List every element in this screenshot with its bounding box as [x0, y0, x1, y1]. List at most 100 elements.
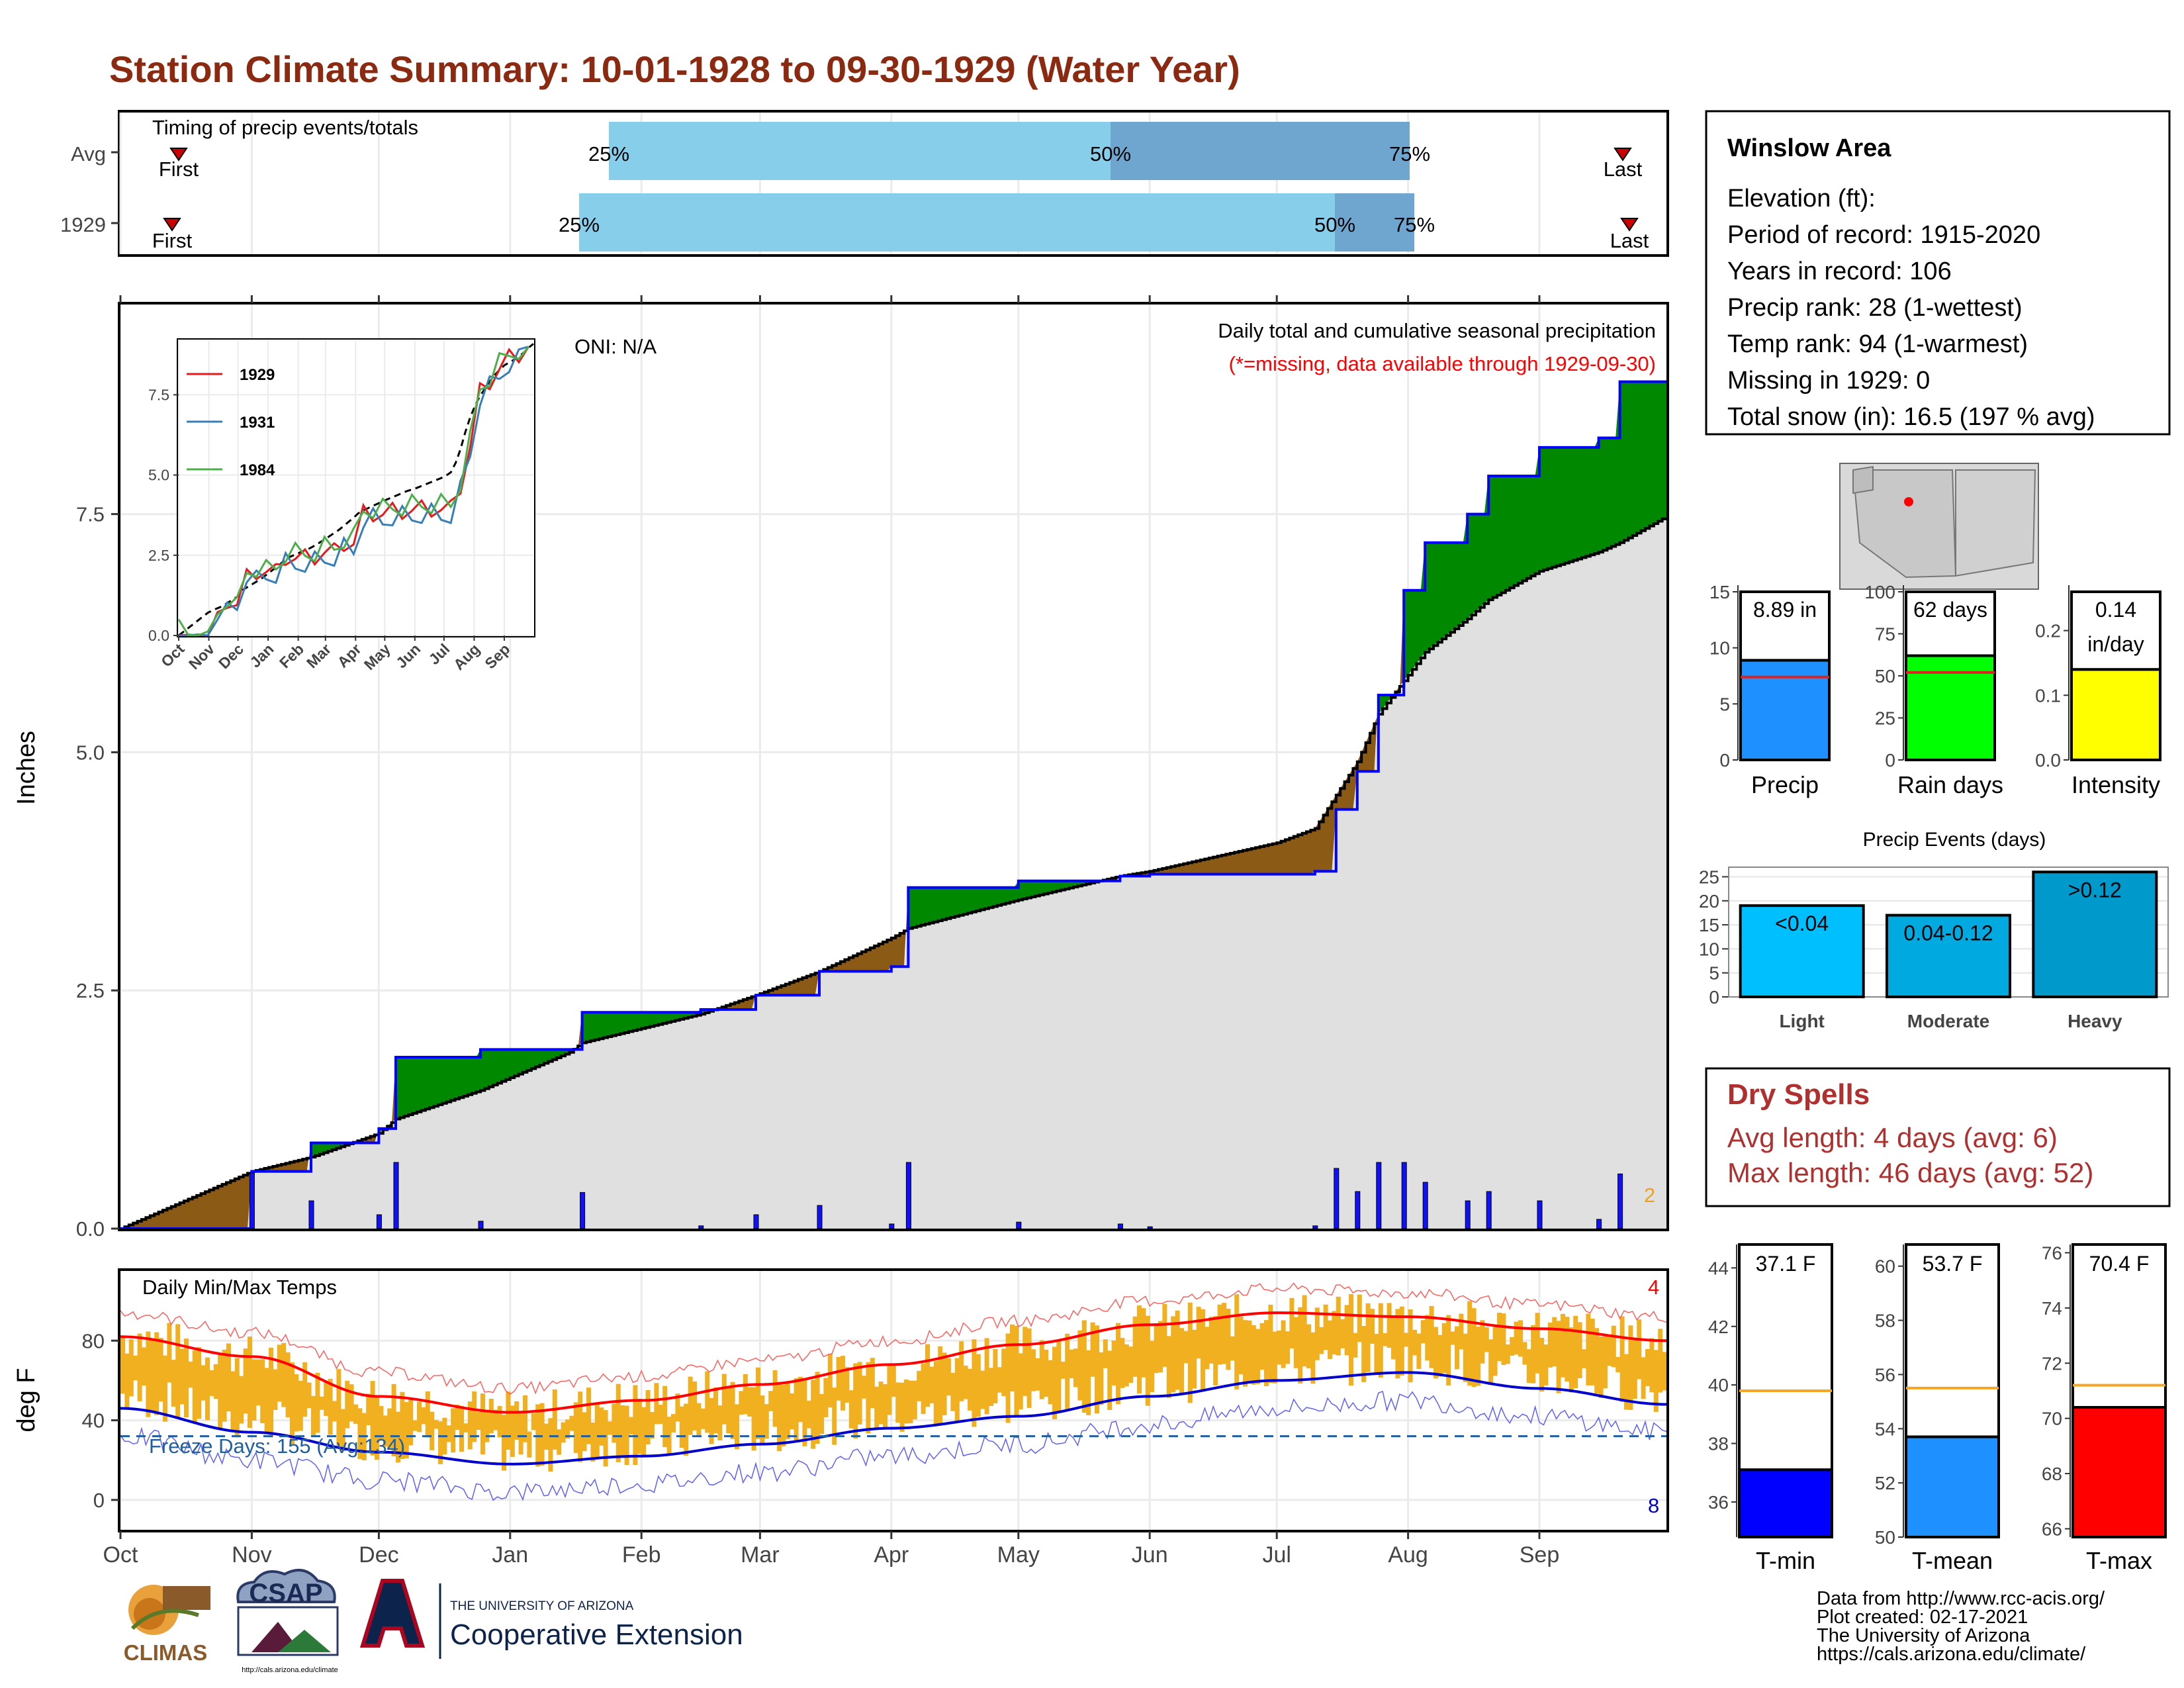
daily-temp-bar [1040, 1340, 1044, 1399]
daily-temp-bar [1437, 1335, 1442, 1377]
daily-precip-bar [1402, 1162, 1406, 1229]
temp-summary-y-tick-label: 54 [1875, 1419, 1895, 1439]
daily-temp-bar [1035, 1358, 1040, 1391]
daily-temp-bar [459, 1406, 464, 1452]
station-temp-rank: Temp rank: 94 (1-warmest) [1727, 330, 2028, 358]
daily-temp-bar [1234, 1294, 1239, 1389]
daily-temp-bar [1209, 1317, 1214, 1364]
inset-y-tick-label: 2.5 [148, 547, 169, 564]
daily-temp-bar [684, 1404, 688, 1456]
daily-temp-bar [489, 1399, 494, 1433]
temp-summary-value-box [1739, 1244, 1832, 1470]
daily-temp-bar [620, 1405, 625, 1457]
daily-temp-bar [142, 1347, 146, 1385]
daily-temp-bar [484, 1411, 489, 1442]
daily-temp-bar [731, 1382, 735, 1439]
daily-temp-bar [1654, 1350, 1659, 1411]
daily-temp-bar [671, 1414, 676, 1432]
daily-temp-bar [1353, 1333, 1357, 1358]
summary-x-label: Intensity [2071, 771, 2160, 798]
temp-summary-y-tick-label: 52 [1875, 1473, 1895, 1493]
daily-precip-bar [580, 1192, 585, 1229]
daily-temp-bar [815, 1372, 820, 1444]
daily-temp-bar [819, 1394, 824, 1434]
footer-url: https://cals.arizona.edu/climate/ [1817, 1644, 2086, 1665]
summary-y-tick-label: 0 [1719, 750, 1730, 771]
dry-spells-box: Dry Spells Avg length: 4 days (avg: 6) M… [1706, 1068, 2169, 1206]
daily-temp-bar [1006, 1333, 1011, 1423]
daily-temp-bar [527, 1431, 531, 1457]
daily-temp-bar [1480, 1320, 1484, 1363]
daily-temp-bar [1336, 1297, 1341, 1356]
summary-y-tick-label: 15 [1709, 582, 1730, 602]
timing-year-50-label: 50% [1314, 213, 1355, 236]
daily-temp-bar [345, 1381, 349, 1429]
csap-logo: CSAP http://cals.arizona.edu/climate [238, 1570, 338, 1674]
daily-temp-bar [1615, 1357, 1620, 1372]
daily-temp-bar [1268, 1305, 1273, 1383]
daily-temp-bar [451, 1408, 455, 1452]
daily-temp-bar [1230, 1336, 1235, 1361]
daily-temp-bar [925, 1344, 930, 1407]
daily-temp-bar [837, 1357, 841, 1401]
daily-temp-bar [324, 1383, 328, 1417]
daily-temp-bar [307, 1383, 312, 1409]
daily-temp-bar [1255, 1329, 1260, 1384]
events-title: Precip Events (days) [1863, 829, 2046, 851]
daily-temp-bar [1306, 1325, 1311, 1368]
daily-temp-bar [1260, 1323, 1265, 1370]
daily-temp-bar [553, 1389, 557, 1450]
daily-temp-bar [1044, 1350, 1048, 1397]
daily-temp-bar [290, 1362, 295, 1445]
daily-temp-bar [866, 1362, 870, 1434]
inset-legend-1984: 1984 [240, 461, 275, 479]
daily-precip-bar [377, 1215, 381, 1229]
events-x-label: Moderate [1907, 1011, 1989, 1031]
daily-temp-bar [934, 1361, 938, 1424]
daily-temp-bar [540, 1403, 545, 1466]
daily-temp-bar [332, 1401, 337, 1421]
temp-title: Daily Min/Max Temps [142, 1276, 337, 1299]
daily-temp-bar [277, 1344, 282, 1401]
daily-precip-bar [1017, 1222, 1021, 1229]
daily-temp-bar [129, 1339, 134, 1396]
daily-temp-bar [1171, 1316, 1175, 1392]
daily-temp-bar [1205, 1327, 1209, 1369]
daily-temp-bar [477, 1412, 481, 1430]
daily-temp-bar [1573, 1316, 1578, 1388]
ua-logo: THE UNIVERSITY OF ARIZONA Cooperative Ex… [363, 1581, 743, 1659]
daily-temp-bar [1345, 1305, 1349, 1355]
daily-temp-bar [1557, 1321, 1561, 1393]
daily-temp-bar [1222, 1303, 1226, 1364]
events-y-tick-label: 10 [1699, 939, 1719, 959]
temp-summary-y-tick-label: 60 [1875, 1256, 1895, 1277]
timing-year-25-50 [579, 193, 1335, 252]
month-tick-label: May [997, 1542, 1040, 1568]
daily-temp-bar [1493, 1325, 1498, 1376]
daily-temp-bar [1412, 1330, 1417, 1356]
daily-temp-bar [1298, 1307, 1302, 1383]
daily-temp-bar [976, 1354, 981, 1417]
daily-temp-bar [120, 1337, 125, 1394]
month-tick-label: Oct [103, 1542, 138, 1568]
timing-title: Timing of precip events/totals [152, 116, 418, 139]
daily-temp-bar [1433, 1327, 1438, 1378]
temp-summary-bar-t-min [1739, 1470, 1832, 1537]
daily-temp-bar [574, 1402, 578, 1452]
temp-summary-y-tick-label: 68 [2042, 1464, 2062, 1484]
daily-temp-bar [1120, 1338, 1124, 1388]
daily-temp-bar [281, 1343, 286, 1407]
month-tick-label: Mar [741, 1542, 780, 1568]
temp-summary-y-tick-label: 38 [1708, 1434, 1729, 1454]
daily-temp-bar [1425, 1315, 1430, 1360]
daily-temp-bar [849, 1390, 854, 1429]
temp-ylabel: deg F [13, 1368, 40, 1432]
daily-temp-bar [1488, 1339, 1493, 1385]
daily-temp-bar [1395, 1309, 1400, 1378]
footer: Data from http://www.rcc-acis.org/ Plot … [1817, 1588, 2105, 1665]
daily-precip-bar [1465, 1201, 1470, 1229]
summary-bar-precip [1741, 660, 1829, 760]
temp-summary-value-label: 53.7 F [1923, 1252, 1983, 1276]
daily-temp-bar [328, 1379, 333, 1434]
station-name: Winslow Area [1727, 134, 1891, 162]
